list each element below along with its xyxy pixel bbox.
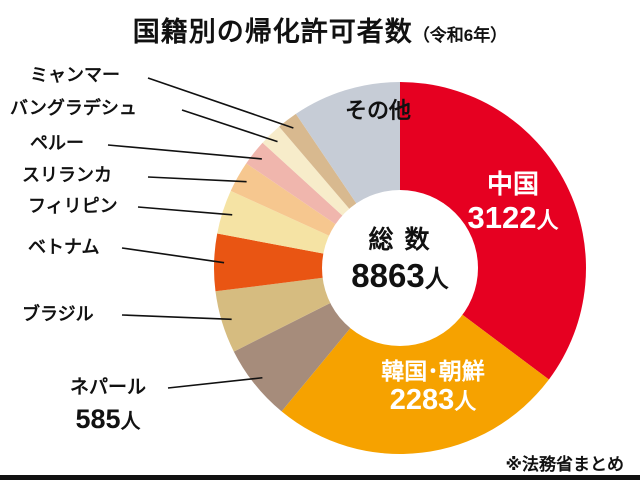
bottom-divider <box>0 475 640 480</box>
label-others: その他 <box>344 98 411 123</box>
total-block: 総 数 8863人 <box>320 226 480 295</box>
label-vietnam: ベトナム <box>28 237 100 257</box>
label-korea-block: 韓国･朝鮮 2283人 <box>348 358 518 418</box>
label-bangladesh: バングラデシュ <box>10 98 137 118</box>
leader-line-5 <box>137 206 233 216</box>
label-korea-value: 2283人 <box>389 384 477 417</box>
leader-line-3 <box>121 314 232 321</box>
label-myanmar: ミャンマー <box>30 65 120 85</box>
total-value: 8863人 <box>351 256 449 294</box>
chart-title: 国籍別の帰化許可者数 <box>132 17 413 47</box>
label-srilanka: スリランカ <box>22 165 112 185</box>
leader-line-6 <box>147 176 247 183</box>
pie-segment-1 <box>281 268 549 455</box>
leader-line-8 <box>181 109 278 143</box>
source-note: ※法務省まとめ <box>505 455 624 474</box>
label-brazil: ブラジル <box>22 304 94 324</box>
label-nepal-block: ネパール 585人 <box>70 378 146 435</box>
chart-title-year: （令和6年） <box>412 26 508 45</box>
donut-hole <box>322 190 478 346</box>
label-china-value: 3122人 <box>467 199 559 235</box>
label-nepal-value: 585人 <box>75 404 141 434</box>
label-korea: 韓国･朝鮮 <box>381 358 485 384</box>
label-peru: ペルー <box>30 133 84 153</box>
leader-line-7 <box>107 144 262 160</box>
leader-line-9 <box>147 77 294 129</box>
label-philippines: フィリピン <box>28 196 118 216</box>
pie-segment-4 <box>213 233 400 292</box>
page-title: 国籍別の帰化許可者数（令和6年） <box>0 10 640 49</box>
total-label: 総 数 <box>368 226 432 254</box>
label-nepal: ネパール <box>70 377 147 398</box>
pie-segment-0 <box>400 82 587 380</box>
leader-line-4 <box>121 247 225 264</box>
label-china: 中国 <box>486 169 539 199</box>
leader-line-2 <box>167 376 263 389</box>
label-china-block: 中国 3122人 <box>438 169 588 236</box>
